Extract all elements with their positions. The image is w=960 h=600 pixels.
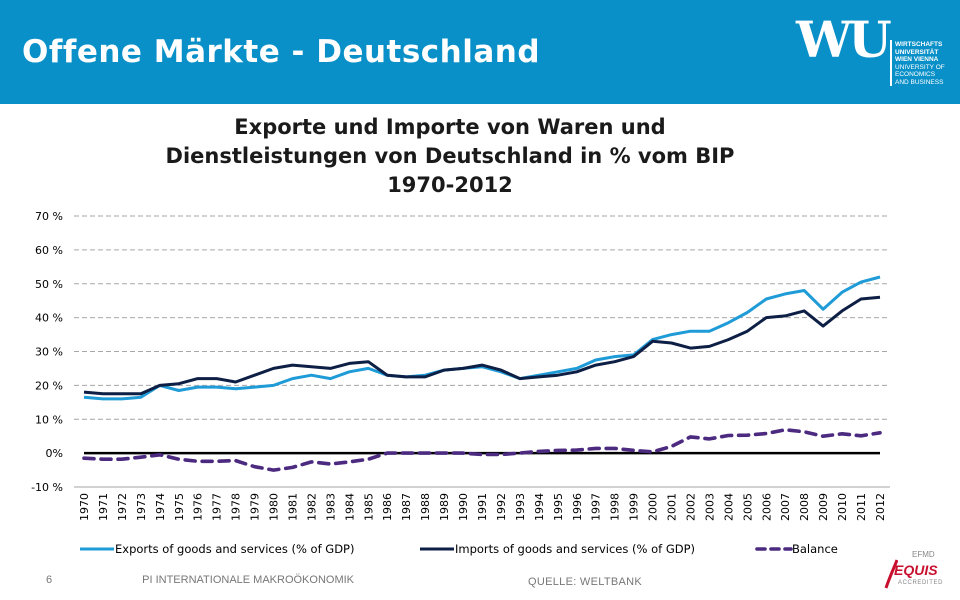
x-tick-label: 1995 <box>552 493 565 521</box>
x-tick-label: 2007 <box>779 493 792 521</box>
x-tick-label: 1996 <box>571 493 584 521</box>
page-number: 6 <box>46 574 53 586</box>
x-tick-label: 1989 <box>438 493 451 521</box>
x-tick-label: 1978 <box>230 493 243 521</box>
y-tick-label: 10 % <box>35 413 63 426</box>
x-tick-label: 1973 <box>135 493 148 521</box>
chart-title-line: 1970-2012 <box>387 173 513 197</box>
wu-logo-mark: WU <box>796 10 892 69</box>
series-lines <box>82 275 882 472</box>
x-tick-label: 1998 <box>609 493 622 521</box>
efmd-label: EFMD <box>912 550 935 559</box>
y-tick-label: 30 % <box>35 346 63 359</box>
equis-swoosh-icon <box>884 559 898 589</box>
gridlines <box>74 215 890 488</box>
logo-line: UNIVERSITÄT <box>895 48 939 56</box>
x-tick-label: 1985 <box>362 493 375 521</box>
equis-label: EQUIS <box>894 562 938 578</box>
x-tick-label: 2011 <box>855 493 868 521</box>
y-tick-label: 60 % <box>35 244 63 257</box>
x-tick-label: 1988 <box>419 493 432 521</box>
x-tick-label: 2005 <box>741 493 754 521</box>
x-tick-label: 1975 <box>173 493 186 521</box>
x-tick-label: 1990 <box>457 493 470 521</box>
x-tick-label: 1972 <box>116 493 129 521</box>
imports-series-line <box>83 295 881 396</box>
x-tick-label: 2010 <box>836 493 849 521</box>
x-tick-label: 1991 <box>476 493 489 521</box>
accredited-label: ACCREDITED <box>898 580 944 586</box>
y-tick-label: -10 % <box>31 481 63 494</box>
slide-title: Offene Märkte - Deutschland <box>22 34 541 70</box>
x-tick-label: 1979 <box>249 493 262 521</box>
x-tick-label: 2000 <box>647 493 660 521</box>
x-tick-label: 1981 <box>286 493 299 521</box>
x-tick-label: 2012 <box>874 493 887 521</box>
y-tick-label: 40 % <box>35 312 63 325</box>
x-tick-label: 1984 <box>343 493 356 521</box>
legend-label: Imports of goods and services (% of GDP) <box>455 542 695 556</box>
legend: Exports of goods and services (% of GDP)… <box>80 542 838 556</box>
y-axis-ticks: -10 % 0% 10 % 20 % 30 % 40 % 50 % 60 % 70 % <box>31 210 63 494</box>
x-tick-label: 1994 <box>533 493 546 521</box>
exports-series-line <box>83 275 881 401</box>
x-tick-label: 1993 <box>514 493 527 521</box>
chart-title-line: Dienstleistungen von Deutschland in % vo… <box>165 144 735 168</box>
logo-line: ECONOMICS <box>895 71 936 79</box>
logo-text: WIRTSCHAFTS UNIVERSITÄT WIEN VIENNA UNIV… <box>895 41 945 87</box>
x-tick-label: 1976 <box>192 493 205 521</box>
x-tick-label: 1974 <box>154 493 167 521</box>
y-tick-label: 20 % <box>35 379 63 392</box>
y-tick-label: 0% <box>46 447 63 460</box>
logo-line: UNIVERSITY OF <box>895 63 945 71</box>
x-tick-label: 2006 <box>760 493 773 521</box>
logo-divider <box>890 40 892 86</box>
equis-accreditation-logo: EFMD EQUIS ACCREDITED <box>884 550 956 596</box>
x-axis-ticks: 1970 1971 1972 1973 1974 1975 1976 1977 1978 1979… <box>78 493 887 521</box>
x-tick-label: 1997 <box>590 493 603 521</box>
x-tick-label: 1987 <box>400 493 413 521</box>
x-tick-label: 1983 <box>324 493 337 521</box>
chart-title: Exporte und Importe von Waren und Dienst… <box>80 113 820 200</box>
legend-label: Exports of goods and services (% of GDP) <box>115 542 354 556</box>
x-tick-label: 1999 <box>628 493 641 521</box>
x-tick-label: 1992 <box>495 493 508 521</box>
x-tick-label: 1980 <box>268 493 281 521</box>
x-tick-label: 1982 <box>305 493 318 521</box>
chart-title-line: Exporte und Importe von Waren und <box>234 115 666 139</box>
y-tick-label: 70 % <box>35 210 63 223</box>
x-tick-label: 2001 <box>666 493 679 521</box>
logo-line: AND BUSINESS <box>895 78 944 86</box>
x-tick-label: 1986 <box>381 493 394 521</box>
x-tick-label: 2002 <box>684 493 697 521</box>
course-name: PI INTERNATIONALE MAKROÖKONOMIK <box>142 574 355 586</box>
legend-label: Balance <box>792 542 838 556</box>
source-note: QUELLE: WELTBANK <box>528 576 643 588</box>
x-tick-label: 1971 <box>97 493 110 521</box>
x-tick-label: 2004 <box>722 493 735 521</box>
x-tick-label: 2003 <box>703 493 716 521</box>
logo-line: WIEN VIENNA <box>895 56 939 64</box>
x-tick-label: 1970 <box>78 493 91 521</box>
y-tick-label: 50 % <box>35 278 63 291</box>
balance-series-line <box>82 427 882 472</box>
x-tick-label: 2009 <box>817 493 830 521</box>
logo-line: WIRTSCHAFTS <box>895 41 943 48</box>
x-tick-label: 2008 <box>798 493 811 521</box>
footer-left: 6 PI INTERNATIONALE MAKROÖKONOMIK <box>46 574 354 586</box>
header-bar: Offene Märkte - Deutschland WU WIRTSCHAF… <box>0 0 960 104</box>
x-tick-label: 1977 <box>211 493 224 521</box>
wu-logo: WU WIRTSCHAFTS UNIVERSITÄT WIEN VIENNA U… <box>796 12 946 92</box>
